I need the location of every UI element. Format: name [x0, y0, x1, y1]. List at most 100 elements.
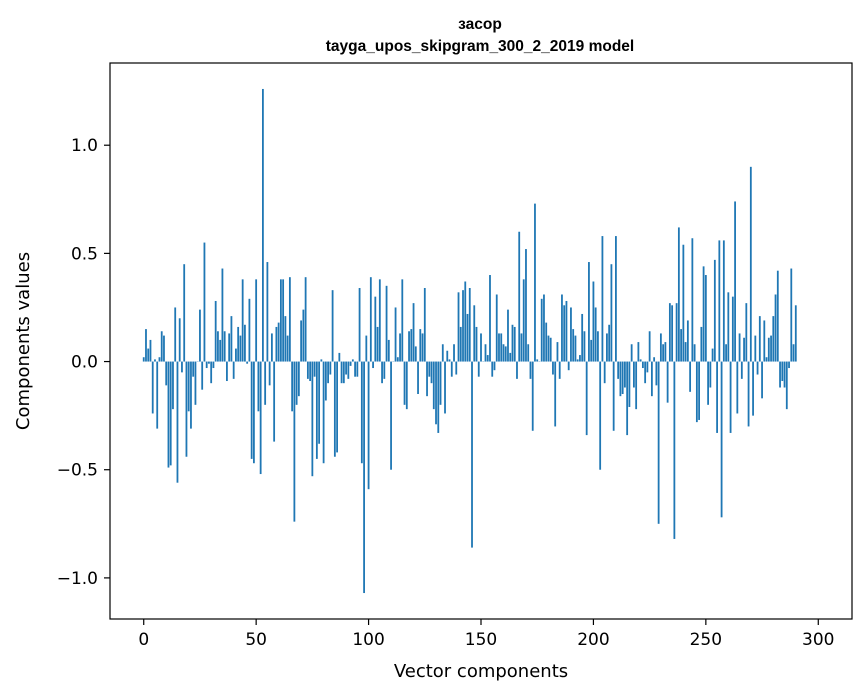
- bar-226: [650, 361, 653, 397]
- bar-95: [356, 361, 359, 377]
- x-tick-label: 50: [245, 630, 267, 650]
- bar-245: [693, 344, 696, 362]
- bar-131: [437, 361, 440, 433]
- bar-251: [707, 361, 709, 405]
- bar-202: [597, 331, 599, 362]
- bar-135: [446, 350, 449, 362]
- bar-171: [527, 344, 530, 362]
- bar-232: [664, 342, 667, 362]
- bar-40: [232, 361, 235, 379]
- bar-75: [311, 361, 314, 477]
- bar-233: [666, 361, 669, 403]
- bar-48: [250, 361, 253, 459]
- x-tick-label: 250: [690, 630, 722, 650]
- bar-76: [313, 361, 316, 377]
- bar-211: [617, 361, 620, 379]
- bar-138: [453, 344, 455, 362]
- y-axis-ticks: −1.0 −0.5 0.0 0.5 1.0: [57, 136, 110, 589]
- bar-277: [765, 357, 768, 362]
- bar-252: [709, 361, 712, 388]
- bar-179: [545, 322, 548, 362]
- x-axis-ticks: 0 50 100 150 200 250 300: [138, 619, 834, 650]
- bar-220: [637, 342, 640, 362]
- bar-30: [210, 361, 213, 384]
- bar-105: [378, 279, 381, 362]
- bar-60: [277, 322, 280, 362]
- bar-132: [439, 361, 442, 405]
- y-tick-label: 1.0: [71, 136, 98, 156]
- bar-197: [585, 361, 588, 436]
- bar-115: [401, 279, 404, 362]
- bar-58: [273, 361, 276, 442]
- bar-125: [423, 288, 426, 362]
- bar-31: [212, 361, 215, 369]
- bar-242: [686, 320, 689, 362]
- bar-234: [668, 303, 671, 362]
- bar-26: [201, 361, 204, 390]
- bar-249: [702, 266, 705, 362]
- bar-145: [468, 288, 471, 362]
- bar-23: [194, 361, 197, 405]
- bar-19: [185, 361, 188, 457]
- bar-152: [484, 344, 487, 362]
- bar-104: [376, 326, 379, 362]
- bar-123: [419, 329, 422, 362]
- bar-27: [203, 242, 206, 362]
- bar-34: [219, 339, 222, 362]
- bar-184: [556, 342, 559, 362]
- bar-86: [336, 361, 338, 453]
- bar-263: [734, 201, 736, 362]
- bar-229: [657, 361, 660, 524]
- bar-29: [208, 361, 210, 364]
- bar-172: [529, 361, 532, 379]
- bar-181: [549, 337, 552, 362]
- bar-250: [704, 275, 707, 362]
- bar-63: [284, 316, 287, 362]
- bar-53: [262, 88, 264, 362]
- bar-148: [475, 326, 478, 362]
- bar-183: [554, 361, 557, 427]
- bar-44: [241, 279, 244, 362]
- bar-201: [594, 307, 597, 362]
- bar-198: [588, 262, 590, 362]
- bar-18: [183, 264, 186, 362]
- bar-78: [318, 361, 321, 444]
- bar-271: [752, 361, 754, 416]
- bar-0: [142, 357, 145, 362]
- bar-4: [151, 361, 154, 414]
- bar-14: [174, 307, 177, 362]
- bar-160: [502, 344, 505, 362]
- bar-64: [286, 335, 289, 362]
- bar-279: [770, 335, 772, 362]
- bar-281: [774, 294, 777, 362]
- bar-206: [606, 333, 608, 362]
- bar-203: [599, 361, 602, 470]
- bar-141: [459, 326, 462, 362]
- bar-278: [767, 337, 770, 362]
- bar-144: [466, 313, 469, 362]
- bar-241: [684, 342, 687, 362]
- bar-186: [561, 294, 563, 362]
- bar-98: [363, 361, 365, 594]
- bar-213: [621, 361, 624, 394]
- bar-1: [145, 329, 147, 362]
- bar-244: [691, 238, 694, 362]
- bar-238: [677, 227, 680, 362]
- bar-106: [381, 361, 383, 384]
- bar-150: [480, 333, 482, 362]
- bar-114: [399, 333, 401, 362]
- bar-85: [333, 361, 336, 457]
- bar-79: [320, 359, 323, 362]
- bar-2: [147, 348, 150, 362]
- bar-199: [590, 339, 593, 362]
- bar-113: [396, 357, 399, 362]
- bar-147: [473, 305, 476, 362]
- bar-109: [387, 339, 390, 362]
- bar-196: [583, 331, 586, 362]
- bar-84: [331, 290, 334, 362]
- bar-217: [630, 344, 633, 362]
- bar-17: [181, 361, 183, 373]
- bar-99: [365, 335, 368, 362]
- bar-92: [349, 361, 352, 366]
